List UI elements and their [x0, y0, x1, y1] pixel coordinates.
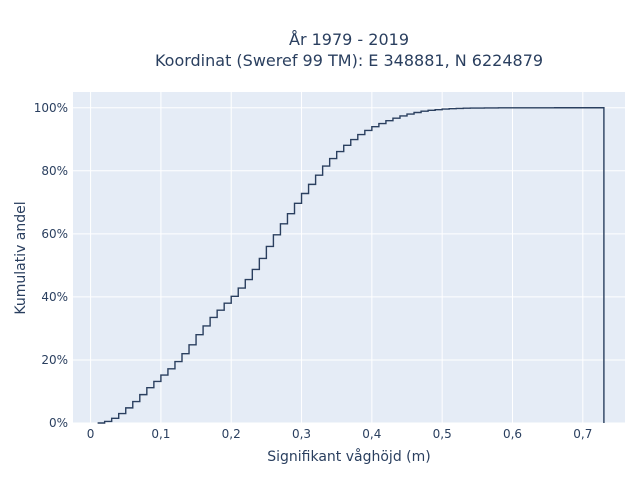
- x-tick-label: 0,4: [362, 427, 381, 441]
- y-tick-label: 20%: [41, 353, 68, 367]
- y-tick-label: 60%: [41, 227, 68, 241]
- x-tick-label: 0,1: [151, 427, 170, 441]
- x-tick-label: 0,7: [573, 427, 592, 441]
- x-tick-label: 0,5: [433, 427, 452, 441]
- y-axis-title: Kumulativ andel: [13, 201, 29, 314]
- y-tick-label: 40%: [41, 290, 68, 304]
- y-tick-label: 80%: [41, 164, 68, 178]
- x-tick-label: 0: [87, 427, 95, 441]
- x-axis-ticks: 0 0,1 0,2 0,3 0,4 0,5 0,6 0,7: [87, 427, 593, 441]
- chart-title-line2: Koordinat (Sweref 99 TM): E 348881, N 62…: [155, 51, 543, 70]
- cdf-step-line: [97, 107, 605, 424]
- chart-title-line1: År 1979 - 2019: [289, 30, 409, 49]
- y-axis-ticks: 0% 20% 40% 60% 80% 100%: [34, 101, 68, 430]
- x-tick-label: 0,3: [292, 427, 311, 441]
- x-tick-label: 0,6: [503, 427, 522, 441]
- x-axis-title: Signifikant våghöjd (m): [267, 448, 430, 465]
- y-tick-label: 0%: [49, 416, 68, 430]
- plot-area: [73, 92, 625, 423]
- x-tick-label: 0,2: [222, 427, 241, 441]
- gridlines: [73, 92, 625, 424]
- y-tick-label: 100%: [34, 101, 68, 115]
